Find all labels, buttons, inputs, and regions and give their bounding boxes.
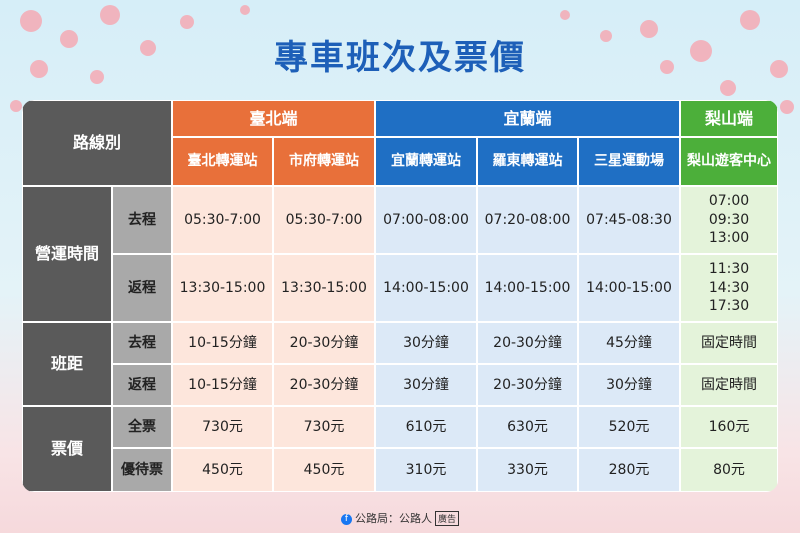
cell-line: 17:30: [708, 298, 750, 315]
data-cell: 80元: [680, 448, 778, 492]
row-label: 去程: [112, 322, 172, 364]
cell-line: 13:00: [708, 230, 750, 247]
data-cell: 13:30-15:00: [273, 254, 375, 322]
station-header: 三星運動場: [578, 137, 680, 186]
station-header: 羅東轉運站: [477, 137, 578, 186]
group-header: 梨山端: [680, 100, 778, 137]
data-cell: 10-15分鐘: [172, 364, 273, 406]
blossom: [780, 100, 794, 114]
group-header: 臺北端: [172, 100, 375, 137]
data-cell: 280元: [578, 448, 680, 492]
data-cell: 固定時間: [680, 322, 778, 364]
data-cell: 13:30-15:00: [172, 254, 273, 322]
section-label: 營運時間: [22, 186, 112, 322]
data-cell: 730元: [273, 406, 375, 448]
data-cell: 05:30-7:00: [273, 186, 375, 254]
blossom: [10, 100, 22, 112]
blossom: [600, 30, 612, 42]
table: 路線別 臺北端 臺北轉運站 市府轉運站 宜蘭端 宜蘭轉運站 羅東轉運站 三星運動場 梨山端 梨山遊…: [22, 100, 778, 492]
data-cell: 10-15分鐘: [172, 322, 273, 364]
blossom: [740, 10, 760, 30]
section-label: 票價: [22, 406, 112, 492]
cell-line: 14:30: [708, 279, 750, 296]
data-cell: 630元: [477, 406, 578, 448]
station-header: 臺北轉運站: [172, 137, 273, 186]
data-cell: 20-30分鐘: [477, 322, 578, 364]
data-cell: 14:00-15:00: [375, 254, 477, 322]
data-cell: 330元: [477, 448, 578, 492]
data-cell: 07:00-08:00: [375, 186, 477, 254]
data-cell: 05:30-7:00: [172, 186, 273, 254]
data-cell: 610元: [375, 406, 477, 448]
data-cell: 520元: [578, 406, 680, 448]
blossom: [660, 60, 674, 74]
station-header: 梨山遊客中心: [680, 137, 778, 186]
blossom: [90, 70, 104, 84]
blossom: [770, 60, 788, 78]
data-cell: 20-30分鐘: [273, 364, 375, 406]
footer-tag: 廣告: [434, 511, 459, 526]
blossom: [60, 30, 78, 48]
row-label: 返程: [112, 364, 172, 406]
data-cell: 30分鐘: [375, 364, 477, 406]
station-header: 宜蘭轉運站: [375, 137, 477, 186]
data-cell: 14:00-15:00: [578, 254, 680, 322]
blossom: [20, 10, 42, 32]
data-cell: 07:00 09:30 13:00: [680, 186, 778, 254]
data-cell: 310元: [375, 448, 477, 492]
data-cell: 14:00-15:00: [477, 254, 578, 322]
blossom: [560, 10, 570, 20]
row-label: 去程: [112, 186, 172, 254]
blossom: [640, 20, 658, 38]
data-cell: 45分鐘: [578, 322, 680, 364]
blossom: [690, 40, 712, 62]
data-cell: 30分鐘: [578, 364, 680, 406]
data-cell: 450元: [172, 448, 273, 492]
station-header: 市府轉運站: [273, 137, 375, 186]
section-label: 班距: [22, 322, 112, 406]
title: 專車班次及票價: [274, 38, 526, 78]
cell-line: 09:30: [708, 211, 750, 228]
blossom: [180, 15, 194, 29]
blossom: [240, 5, 250, 15]
data-cell: 730元: [172, 406, 273, 448]
row-label: 全票: [112, 406, 172, 448]
blossom: [30, 60, 48, 78]
corner-header: 路線別: [22, 100, 172, 186]
data-cell: 20-30分鐘: [477, 364, 578, 406]
blossom: [100, 5, 120, 25]
cell-line: 07:00: [708, 192, 750, 209]
data-cell: 07:20-08:00: [477, 186, 578, 254]
data-cell: 11:30 14:30 17:30: [680, 254, 778, 322]
blossom: [720, 80, 736, 96]
footer: f 公路局：公路人 廣告: [0, 510, 800, 526]
data-cell: 450元: [273, 448, 375, 492]
blossom: [140, 40, 156, 56]
cell-line: 11:30: [708, 260, 750, 277]
footer-source: 公路局：公路人: [354, 512, 432, 525]
data-cell: 160元: [680, 406, 778, 448]
row-label: 返程: [112, 254, 172, 322]
data-cell: 30分鐘: [375, 322, 477, 364]
row-label: 優待票: [112, 448, 172, 492]
data-cell: 07:45-08:30: [578, 186, 680, 254]
data-cell: 固定時間: [680, 364, 778, 406]
data-cell: 20-30分鐘: [273, 322, 375, 364]
group-header: 宜蘭端: [375, 100, 680, 137]
fb-icon: f: [340, 513, 352, 525]
